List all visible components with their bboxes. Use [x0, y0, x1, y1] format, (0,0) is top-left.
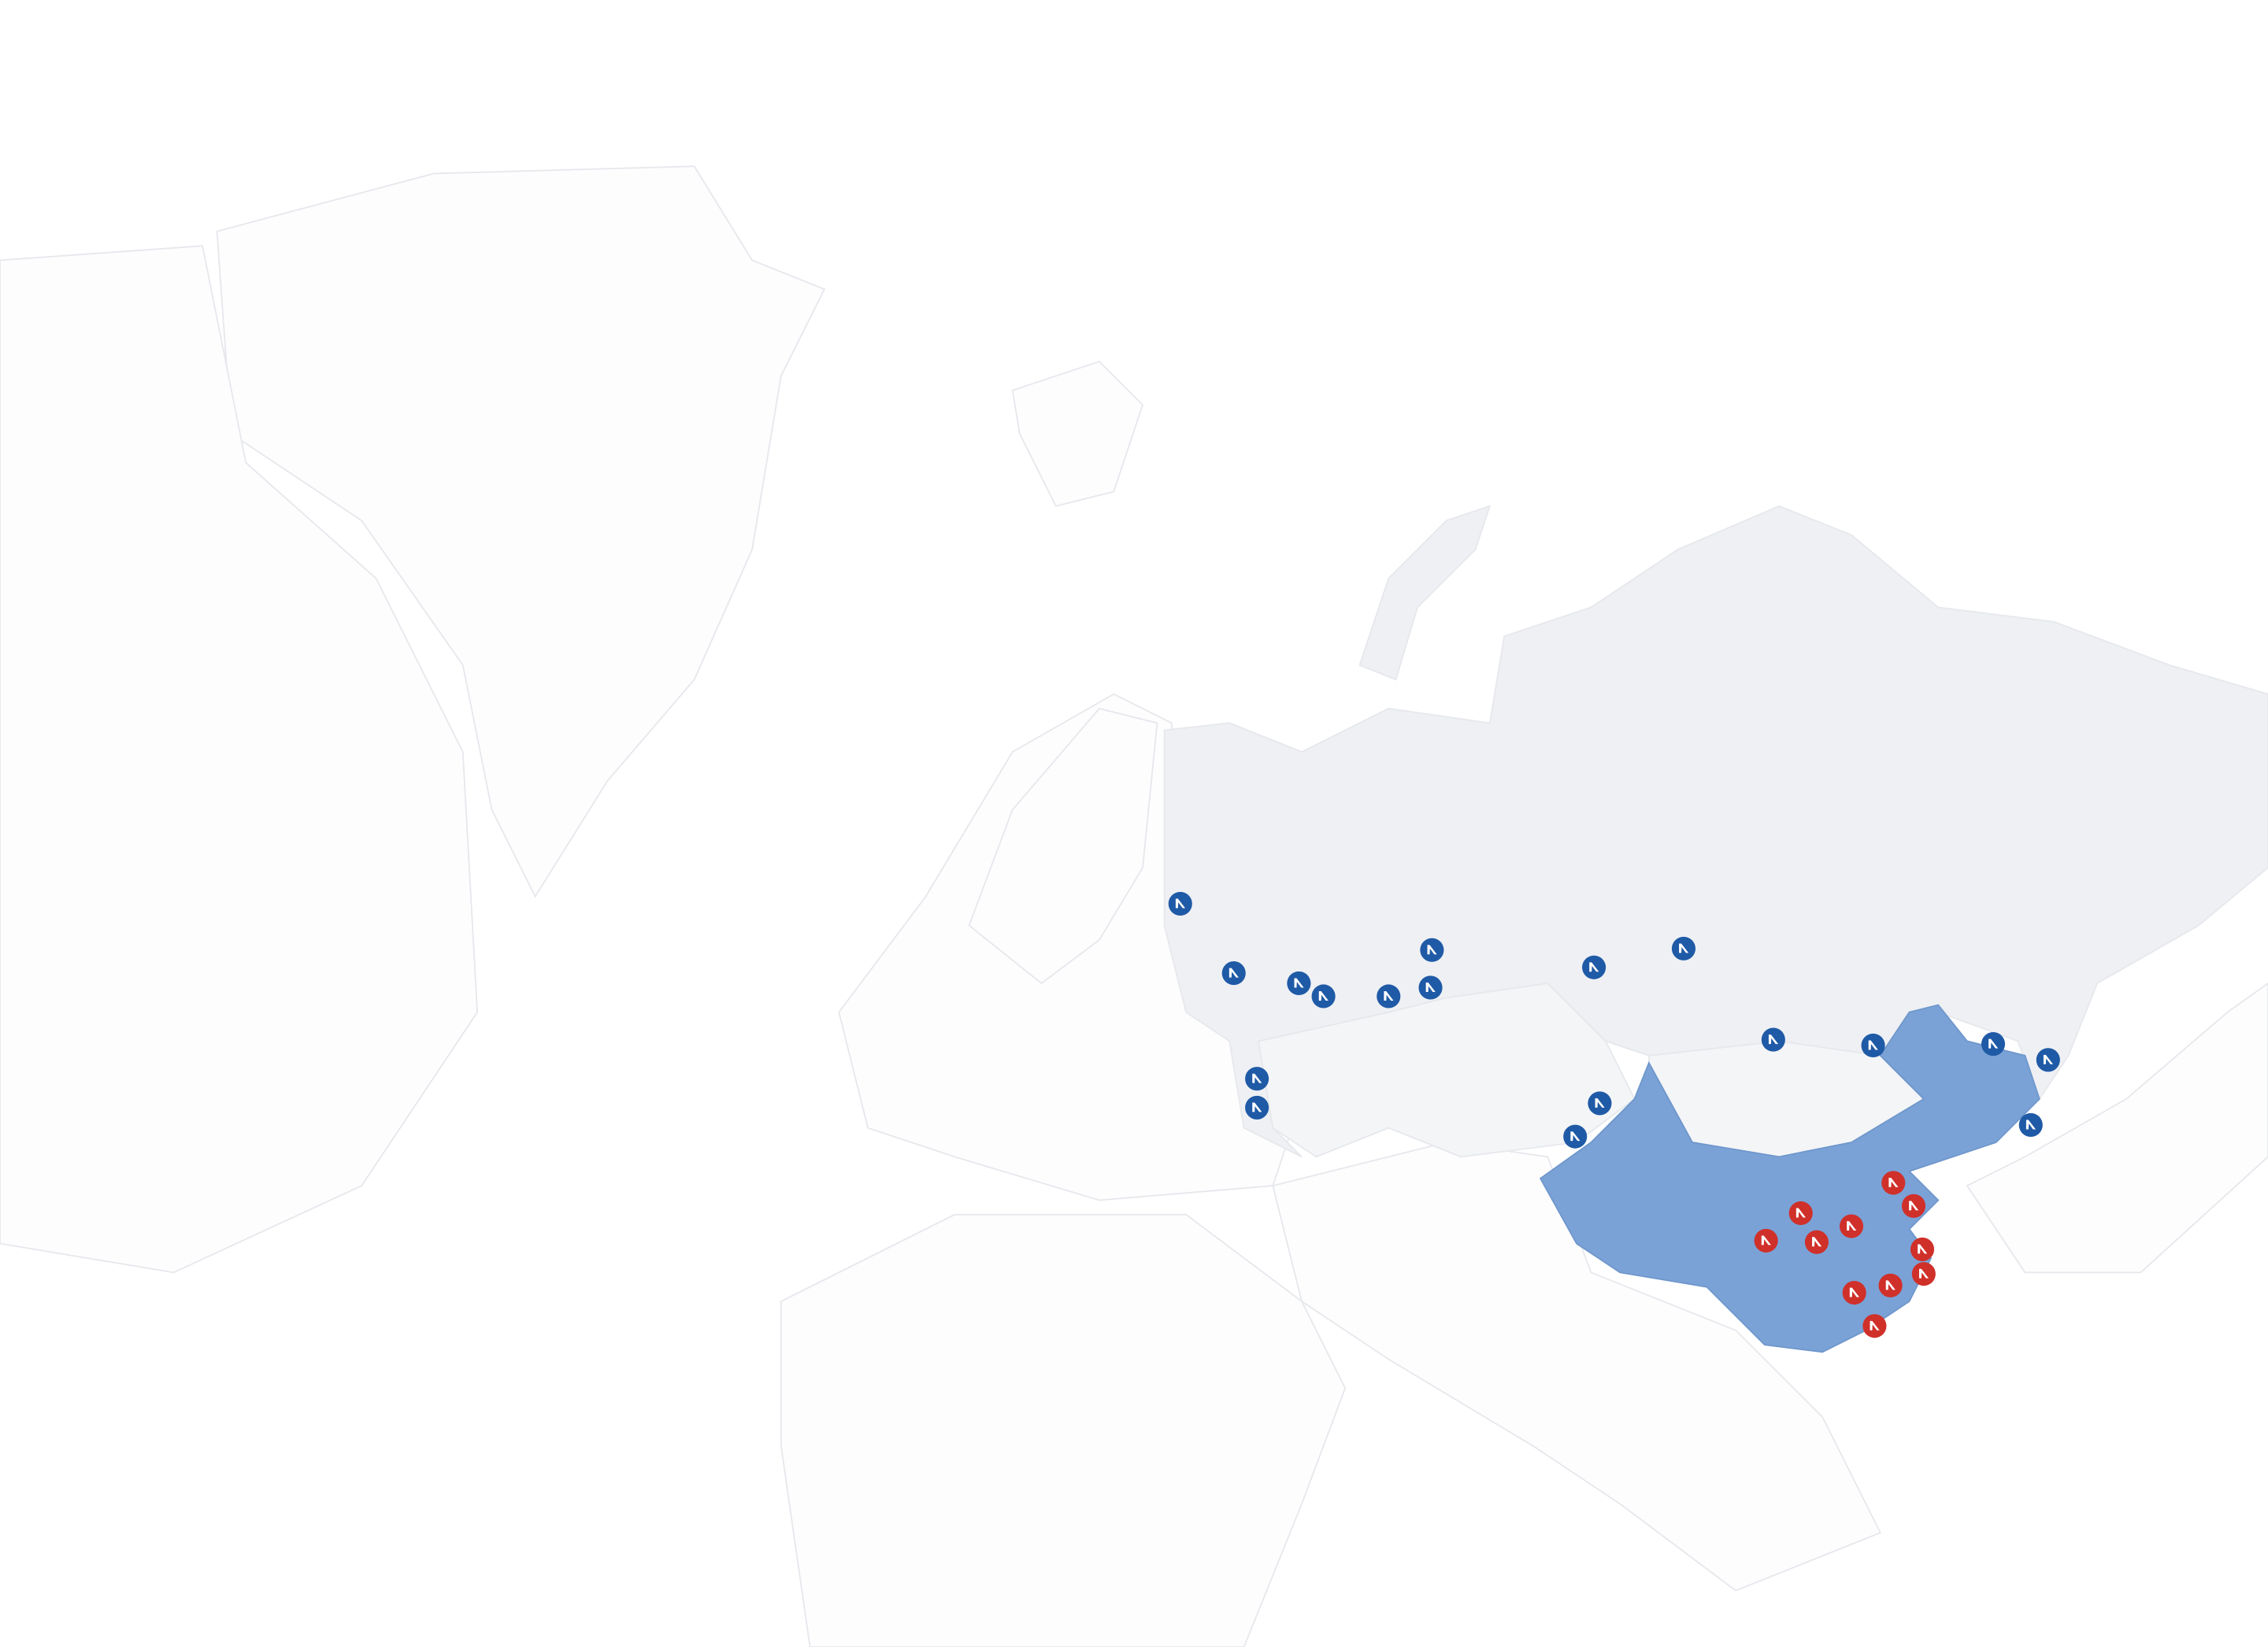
- map-marker-red[interactable]: [1878, 1273, 1903, 1297]
- map-marker-blue[interactable]: [1168, 891, 1192, 916]
- region-japan-korea[interactable]: [1966, 982, 2268, 1274]
- brand-logo-icon: [2043, 1054, 2054, 1064]
- map-marker-red[interactable]: [1754, 1228, 1778, 1253]
- map-marker-red[interactable]: [1842, 1280, 1866, 1305]
- region-scandinavia[interactable]: [968, 707, 1158, 985]
- brand-logo-icon: [1384, 991, 1394, 1001]
- marker-layer: [1168, 891, 2060, 1338]
- map-marker-blue[interactable]: [1861, 1033, 1885, 1057]
- map-marker-red[interactable]: [1881, 1171, 1906, 1195]
- brand-logo-icon: [1427, 945, 1437, 955]
- region-svalbard[interactable]: [1011, 361, 1144, 507]
- brand-logo-icon: [1679, 943, 1689, 953]
- region-middle-east-india[interactable]: [1272, 1142, 1882, 1592]
- map-marker-blue[interactable]: [1221, 961, 1246, 986]
- map-marker-blue[interactable]: [1420, 938, 1444, 962]
- brand-logo-icon: [1909, 1201, 1919, 1211]
- map-marker-red[interactable]: [1804, 1230, 1829, 1254]
- brand-logo-icon: [1768, 1034, 1779, 1045]
- map-marker-red[interactable]: [1862, 1314, 1887, 1338]
- region-china[interactable]: [1539, 1004, 2040, 1353]
- map-marker-blue[interactable]: [1582, 955, 1606, 979]
- map-marker-blue[interactable]: [1418, 975, 1443, 1000]
- region-north-america[interactable]: [0, 245, 479, 1274]
- map-marker-blue[interactable]: [1287, 971, 1311, 996]
- brand-logo-icon: [1888, 1177, 1899, 1187]
- brand-logo-icon: [1595, 1097, 1605, 1108]
- brand-logo-icon: [1318, 991, 1329, 1001]
- brand-logo-icon: [2025, 1120, 2036, 1130]
- brand-logo-icon: [1175, 898, 1186, 909]
- region-greenland[interactable]: [216, 165, 826, 898]
- brand-logo-icon: [1796, 1208, 1806, 1218]
- brand-logo-icon: [1252, 1102, 1262, 1112]
- map-marker-red[interactable]: [1901, 1194, 1926, 1218]
- brand-logo-icon: [1570, 1131, 1581, 1142]
- map-marker-red[interactable]: [1910, 1237, 1935, 1261]
- map-marker-blue[interactable]: [1588, 1091, 1612, 1116]
- map-marker-blue[interactable]: [1981, 1032, 2006, 1057]
- brand-logo-icon: [1870, 1320, 1880, 1331]
- land-layer: [0, 165, 2268, 1647]
- map-marker-blue[interactable]: [2018, 1112, 2043, 1138]
- map-marker-red[interactable]: [1911, 1262, 1936, 1286]
- brand-logo-icon: [1885, 1280, 1896, 1290]
- brand-logo-icon: [1228, 968, 1239, 978]
- map-marker-blue[interactable]: [1377, 984, 1401, 1009]
- map-marker-blue[interactable]: [1245, 1067, 1269, 1091]
- brand-logo-icon: [1847, 1221, 1857, 1231]
- brand-logo-icon: [1988, 1038, 1999, 1049]
- map-marker-red[interactable]: [1839, 1214, 1864, 1238]
- brand-logo-icon: [1252, 1073, 1262, 1083]
- map-marker-red[interactable]: [1788, 1201, 1813, 1226]
- brand-logo-icon: [1918, 1244, 1928, 1254]
- region-africa[interactable]: [780, 1213, 1347, 1647]
- map-marker-blue[interactable]: [1245, 1095, 1269, 1120]
- brand-logo-icon: [1294, 978, 1304, 988]
- brand-logo-icon: [1761, 1235, 1771, 1245]
- brand-logo-icon: [1868, 1040, 1878, 1050]
- region-novaya-zemlya[interactable]: [1358, 505, 1492, 681]
- brand-logo-icon: [1849, 1287, 1859, 1297]
- brand-logo-icon: [1918, 1268, 1929, 1279]
- brand-logo-icon: [1589, 962, 1599, 972]
- map-marker-blue[interactable]: [1311, 984, 1336, 1009]
- brand-logo-icon: [1425, 983, 1436, 992]
- map-marker-blue[interactable]: [1761, 1027, 1785, 1052]
- map-marker-blue[interactable]: [2036, 1048, 2060, 1072]
- map-marker-blue[interactable]: [1563, 1124, 1588, 1149]
- map-marker-blue[interactable]: [1671, 936, 1696, 960]
- brand-logo-icon: [1812, 1237, 1822, 1247]
